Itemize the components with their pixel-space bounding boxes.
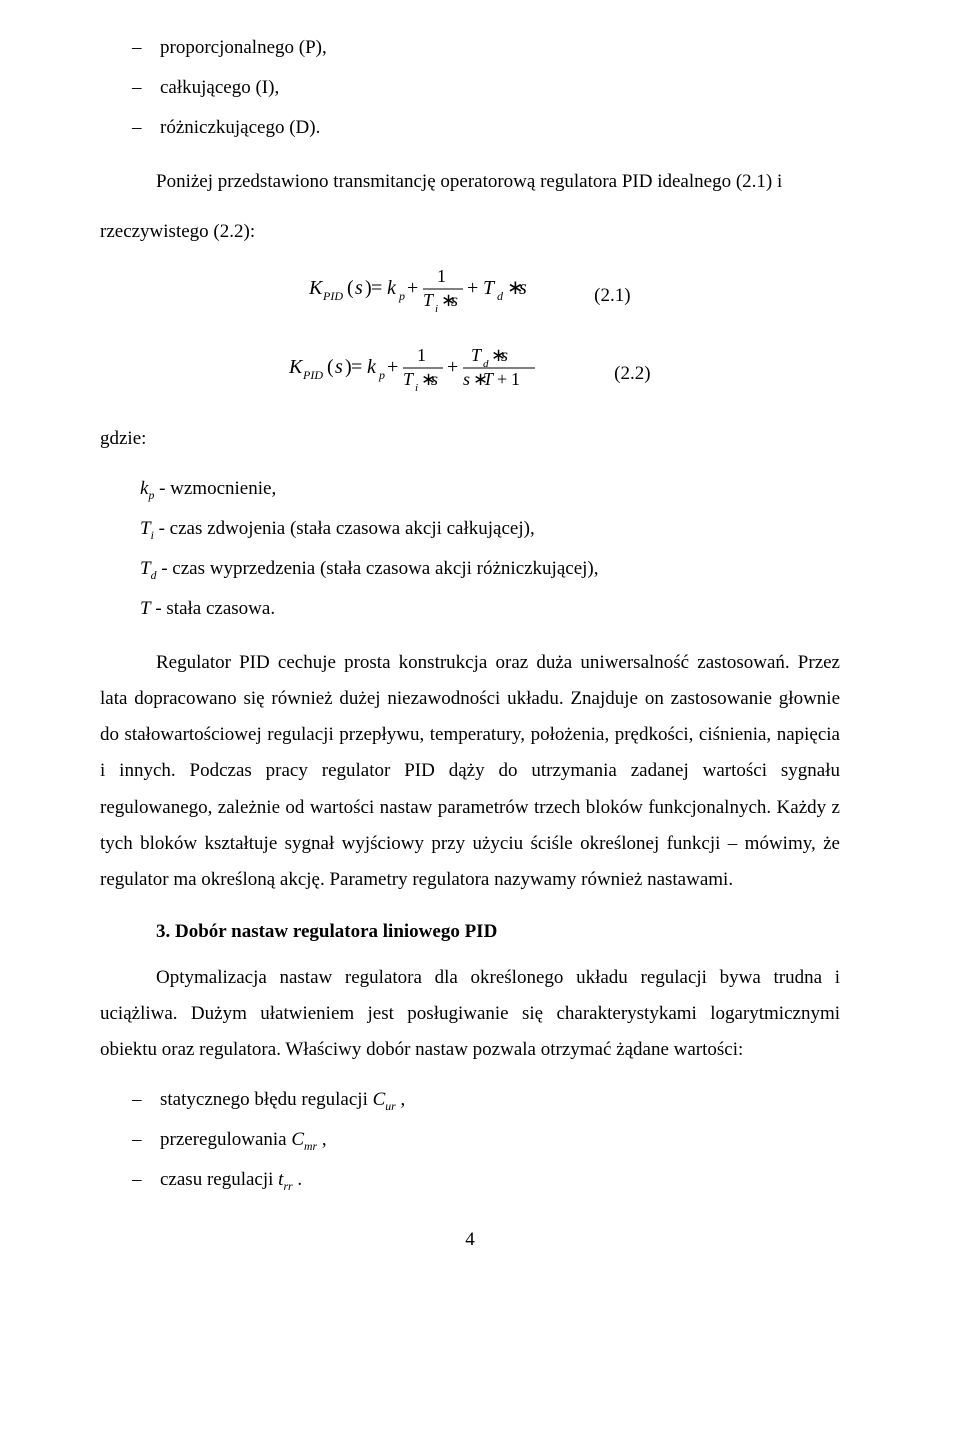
cur-symbol: Cur (373, 1089, 396, 1110)
def-td: Td - czas wyprzedzenia (stała czasowa ak… (140, 551, 840, 587)
td-symbol: Td (140, 551, 156, 587)
intro-paragraph: Poniżej przedstawiono transmitancję oper… (100, 164, 840, 200)
svg-text:T: T (403, 369, 415, 389)
svg-text:(: ( (347, 277, 354, 299)
list-item: przeregulowania Cmr , (160, 1122, 840, 1158)
section-heading: 3. Dobór nastaw regulatora liniowego PID (100, 914, 840, 950)
svg-text:1: 1 (417, 345, 426, 365)
equation-2-2-formula: K PID ( s ) = k p + 1 T i ∗ s + T d ∗ (289, 340, 589, 409)
svg-text:+: + (407, 277, 418, 299)
svg-text:PID: PID (322, 289, 343, 303)
punct-comma: , (322, 1129, 327, 1150)
t-symbol: T (140, 591, 151, 627)
td-desc: - czas wyprzedzenia (stała czasowa akcji… (161, 558, 598, 579)
equation-2-2: K PID ( s ) = k p + 1 T i ∗ s + T d ∗ (100, 340, 840, 409)
svg-text:s: s (335, 356, 343, 378)
kp-symbol: kp (140, 471, 154, 507)
svg-text:+: + (497, 369, 507, 389)
svg-text:K: K (289, 356, 304, 378)
svg-text:i: i (415, 382, 418, 394)
body-paragraph-2: Optymalizacja nastaw regulatora dla okre… (100, 960, 840, 1068)
b1-prefix: statycznego błędu regulacji (160, 1089, 373, 1110)
body-paragraph-1: Regulator PID cechuje prosta konstrukcja… (100, 645, 840, 898)
controller-term-list: proporcjonalnego (P), całkującego (I), r… (100, 30, 840, 146)
equation-2-1: K PID ( s ) = k p + 1 T i ∗ s + T d ∗ (100, 264, 840, 327)
tuning-targets-list: statycznego błędu regulacji Cur , przere… (100, 1082, 840, 1198)
list-item: różniczkującego (D). (160, 110, 840, 146)
svg-text:1: 1 (437, 266, 446, 286)
cmr-symbol: Cmr (291, 1129, 317, 1150)
svg-text:K: K (309, 277, 324, 299)
symbol-definitions: kp - wzmocnienie, Ti - czas zdwojenia (s… (100, 471, 840, 627)
svg-text:p: p (378, 368, 385, 382)
svg-text:s: s (355, 277, 363, 299)
ti-symbol: Ti (140, 511, 154, 547)
intro-text-line1: Poniżej przedstawiono transmitancję oper… (156, 171, 782, 192)
ti-desc: - czas zdwojenia (stała czasowa akcji ca… (159, 518, 535, 539)
intro-paragraph-line2: rzeczywistego (2.2): (100, 214, 840, 250)
list-item: proporcjonalnego (P), (160, 30, 840, 66)
svg-text:T: T (483, 369, 495, 389)
intro-text-line2: rzeczywistego (2.2): (100, 221, 255, 242)
svg-text:+: + (447, 356, 458, 378)
svg-text:=: = (371, 277, 382, 299)
trr-symbol: trr (278, 1169, 292, 1190)
def-kp: kp - wzmocnienie, (140, 471, 840, 507)
svg-text:T: T (471, 345, 483, 365)
svg-text:(: ( (327, 356, 334, 378)
svg-text:s: s (431, 369, 438, 389)
list-item: statycznego błędu regulacji Cur , (160, 1082, 840, 1118)
svg-text:k: k (387, 277, 397, 299)
svg-text:s: s (519, 277, 527, 299)
svg-text:s: s (463, 369, 470, 389)
punct-period: . (297, 1169, 302, 1190)
svg-text:k: k (367, 356, 377, 378)
svg-text:s: s (501, 345, 508, 365)
b2-prefix: przeregulowania (160, 1129, 291, 1150)
equation-2-1-formula: K PID ( s ) = k p + 1 T i ∗ s + T d ∗ (309, 264, 569, 327)
svg-text:+: + (467, 277, 478, 299)
list-item: czasu regulacji trr . (160, 1162, 840, 1198)
where-label: gdzie: (100, 421, 840, 457)
b3-prefix: czasu regulacji (160, 1169, 278, 1190)
svg-text:d: d (497, 289, 504, 303)
svg-text:s: s (451, 290, 458, 310)
svg-text:PID: PID (302, 368, 323, 382)
def-t: T - stała czasowa. (140, 591, 840, 627)
svg-text:i: i (435, 303, 438, 314)
svg-text:+: + (387, 356, 398, 378)
page-number: 4 (100, 1222, 840, 1258)
punct-comma: , (401, 1089, 406, 1110)
svg-text:p: p (398, 289, 405, 303)
def-ti: Ti - czas zdwojenia (stała czasowa akcji… (140, 511, 840, 547)
svg-text:T: T (423, 290, 435, 310)
list-item: całkującego (I), (160, 70, 840, 106)
svg-text:T: T (483, 277, 496, 299)
t-desc: - stała czasowa. (155, 598, 275, 619)
equation-2-2-number: (2.2) (614, 356, 650, 392)
svg-text:=: = (351, 356, 362, 378)
svg-text:1: 1 (511, 369, 520, 389)
equation-2-1-number: (2.1) (594, 278, 630, 314)
kp-desc: - wzmocnienie, (159, 478, 276, 499)
